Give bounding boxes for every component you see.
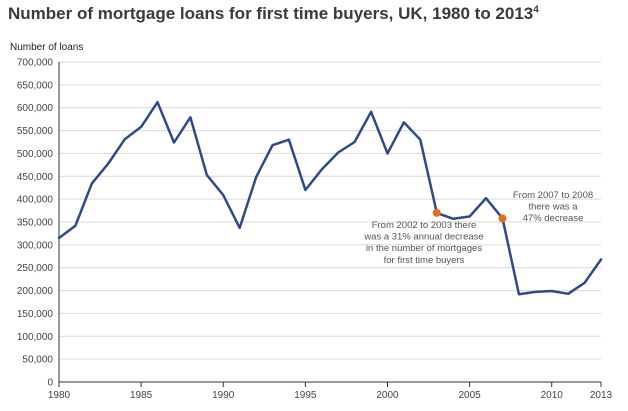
x-tick-label: 1985 — [130, 390, 153, 401]
y-tick-label: 400,000 — [17, 195, 54, 206]
y-tick-label: 150,000 — [17, 309, 54, 320]
x-tick-label: 2005 — [458, 390, 481, 401]
highlight-marker — [498, 214, 507, 223]
annotation-line: was a 31% annual decrease — [363, 232, 483, 243]
y-tick-label: 100,000 — [17, 332, 54, 343]
chart-title-text: Number of mortgage loans for first time … — [8, 4, 534, 23]
annotation-line: there was a — [528, 202, 578, 213]
y-tick-label: 550,000 — [17, 126, 54, 137]
x-tick-label: 2013 — [590, 390, 613, 401]
x-tick-label: 2000 — [376, 390, 399, 401]
chart-title: Number of mortgage loans for first time … — [8, 4, 539, 24]
x-tick-label: 1990 — [212, 390, 235, 401]
chart-title-footnote: 4 — [533, 4, 539, 16]
annotation-line: in the number of mortgages — [366, 243, 482, 254]
annotation-line: From 2007 to 2008 — [513, 190, 593, 201]
annotation-line: From 2002 to 2003 there — [372, 220, 477, 231]
y-axis-title: Number of loans — [10, 42, 83, 53]
x-tick-label: 1980 — [48, 390, 71, 401]
x-tick-label: 2010 — [541, 390, 564, 401]
y-tick-label: 600,000 — [17, 103, 54, 114]
series-line — [57, 100, 603, 296]
x-tick-label: 1995 — [294, 390, 317, 401]
y-tick-label: 450,000 — [17, 172, 54, 183]
y-tick-label: 700,000 — [17, 58, 54, 69]
y-tick-label: 250,000 — [17, 263, 54, 274]
y-tick-label: 50,000 — [22, 355, 53, 366]
annotation-line: 47% decrease — [523, 213, 584, 224]
y-tick-label: 300,000 — [17, 240, 54, 251]
y-tick-label: 650,000 — [17, 80, 54, 91]
y-tick-label: 200,000 — [17, 286, 54, 297]
highlight-marker — [432, 208, 441, 217]
y-tick-label: 500,000 — [17, 149, 54, 160]
y-tick-label: 350,000 — [17, 218, 54, 229]
annotation-line: for first time buyers — [384, 255, 465, 266]
y-tick-label: 0 — [47, 378, 53, 389]
